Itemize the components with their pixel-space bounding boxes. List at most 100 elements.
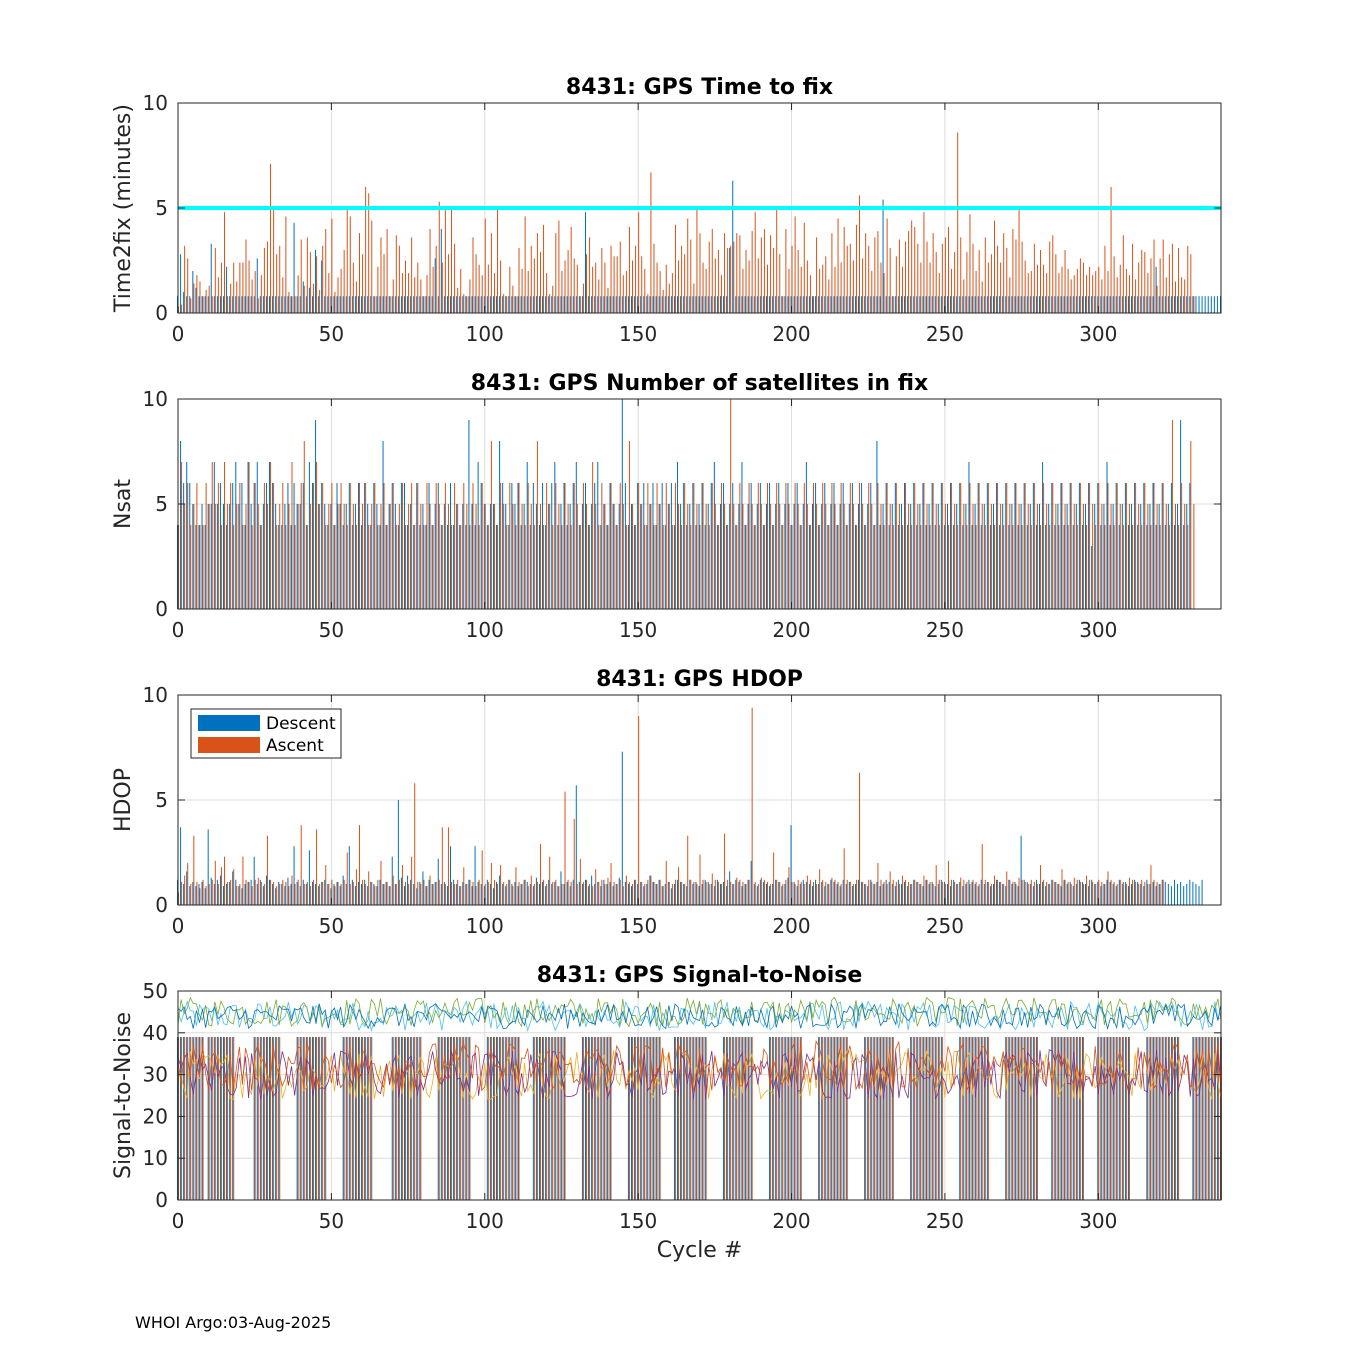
hdop-descent-bar <box>882 884 884 905</box>
hdop-ascent-bar <box>926 879 928 905</box>
nsat-descent-bar <box>1152 483 1154 609</box>
hdop-ascent-bar <box>481 850 483 905</box>
hdop-ascent-bar <box>935 865 937 905</box>
time2fix-ascent-bar <box>319 289 321 313</box>
time2fix-descent-bar <box>609 296 611 313</box>
hdop-descent-bar <box>686 886 688 905</box>
time2fix-descent-bar <box>229 296 231 313</box>
time2fix-ascent-bar <box>693 283 695 313</box>
nsat-descent-bar <box>367 504 369 609</box>
nsat-ascent-bar <box>892 525 894 609</box>
nsat-ascent-bar <box>1156 504 1158 609</box>
hdop-ascent-bar <box>248 881 250 905</box>
time2fix-descent-bar <box>318 296 320 313</box>
hdop-descent-bar <box>1100 886 1102 905</box>
time2fix-descent-bar <box>210 243 212 313</box>
nsat-descent-bar <box>296 504 298 609</box>
nsat-descent-bar <box>422 504 424 609</box>
time2fix-ascent-bar <box>981 281 983 313</box>
nsat-descent-bar <box>1173 525 1175 609</box>
hdop-descent-bar <box>759 879 761 905</box>
time2fix-descent-bar <box>456 296 458 313</box>
snr-descent-bar <box>394 1036 396 1200</box>
snr-ascent-bar <box>193 1036 195 1200</box>
hdop-ascent-bar <box>546 884 548 905</box>
hdop-ascent-bar <box>1089 879 1091 905</box>
nsat-ascent-bar <box>530 504 532 609</box>
nsat-descent-bar <box>327 525 329 609</box>
hdop-descent-bar <box>1106 879 1108 905</box>
nsat-descent-bar <box>937 504 939 609</box>
snr-axes-box <box>177 990 1222 1201</box>
hdop-ascent-bar <box>877 863 879 905</box>
nsat-ascent-bar <box>187 483 189 609</box>
snr-descent-bar <box>867 1036 869 1200</box>
time2fix-descent-bar <box>756 296 758 313</box>
time2fix-descent-bar <box>1072 296 1074 313</box>
time2fix-ascent-bar <box>1033 243 1035 313</box>
time2fix-descent-bar <box>704 296 706 313</box>
snr-ascent-bar <box>509 1036 511 1200</box>
hdop-descent-bar <box>330 888 332 905</box>
hdop-descent-bar <box>627 884 629 905</box>
snr-ascent-bar <box>975 1036 977 1200</box>
snr-descent-bar <box>959 1036 961 1200</box>
hdop-ascent-bar <box>282 879 284 905</box>
snr-ascent-bar <box>490 1036 492 1200</box>
nsat-descent-bar <box>486 525 488 609</box>
nsat-descent-bar <box>1177 504 1179 609</box>
snr-descent-bar <box>514 1036 516 1200</box>
time2fix-descent-bar <box>827 296 829 313</box>
hdop-ascent-bar <box>1012 881 1014 905</box>
nsat-descent-bar <box>1106 462 1108 609</box>
snr-ascent-bar <box>454 1036 456 1200</box>
nsat-ascent-bar <box>653 525 655 609</box>
nsat-ascent-bar <box>782 525 784 609</box>
time2fix-descent-bar <box>477 296 479 313</box>
nsat-ascent-bar <box>665 483 667 609</box>
snr-ascent-bar <box>917 1036 919 1200</box>
nsat-ascent-bar <box>727 525 729 609</box>
nsat-ascent-bar <box>911 525 913 609</box>
snr-ascent-bar <box>1178 1036 1180 1200</box>
snr-descent-bar <box>311 1036 313 1200</box>
nsat-title: 8431: GPS Number of satellites in fix <box>471 371 928 396</box>
snr-ascent-bar <box>699 1036 701 1200</box>
snr-descent-bar <box>1051 1036 1053 1200</box>
time2fix-descent-bar <box>321 260 323 313</box>
time2fix-descent-bar <box>532 296 534 313</box>
nsat-ascent-bar <box>270 462 272 609</box>
snr-descent-bar <box>1124 1036 1126 1200</box>
nsat-descent-bar <box>950 483 952 609</box>
hdop-ascent-bar <box>1125 884 1127 905</box>
nsat-descent-bar <box>904 483 906 609</box>
hdop-descent-bar <box>851 886 853 905</box>
time2fix-ascent-bar <box>908 231 910 313</box>
time2fix-descent-bar <box>499 296 501 313</box>
time2fix-descent-bar <box>977 296 979 313</box>
time2fix-descent-bar <box>1115 296 1117 313</box>
hdop-descent-bar <box>324 879 326 905</box>
hdop-descent-bar <box>1124 881 1126 905</box>
nsat-ascent-bar <box>539 504 541 609</box>
nsat-ascent-bar <box>1006 483 1008 609</box>
time2fix-descent-bar <box>603 296 605 313</box>
nsat-ascent-bar <box>1024 483 1026 609</box>
hdop-descent-bar <box>1020 835 1022 905</box>
hdop-ascent-bar <box>975 881 977 905</box>
snr-descent-bar <box>180 1036 182 1200</box>
snr-descent-bar <box>492 1036 494 1200</box>
nsat-descent-bar <box>885 483 887 609</box>
time2fix-ascent-bar <box>595 262 597 313</box>
nsat-descent-bar <box>287 483 289 609</box>
snr-descent-bar <box>1127 1036 1129 1200</box>
hdop-ascent-bar <box>579 858 581 905</box>
time2fix-ascent-bar <box>362 254 364 313</box>
nsat-ascent-bar <box>813 483 815 609</box>
nsat-ascent-bar <box>742 504 744 609</box>
nsat-ascent-bar <box>432 525 434 609</box>
hdop-descent-bar <box>542 881 544 905</box>
hdop-descent-bar <box>336 881 338 905</box>
time2fix-descent-bar <box>259 296 261 313</box>
time2fix-xtick-label: 0 <box>172 322 185 346</box>
